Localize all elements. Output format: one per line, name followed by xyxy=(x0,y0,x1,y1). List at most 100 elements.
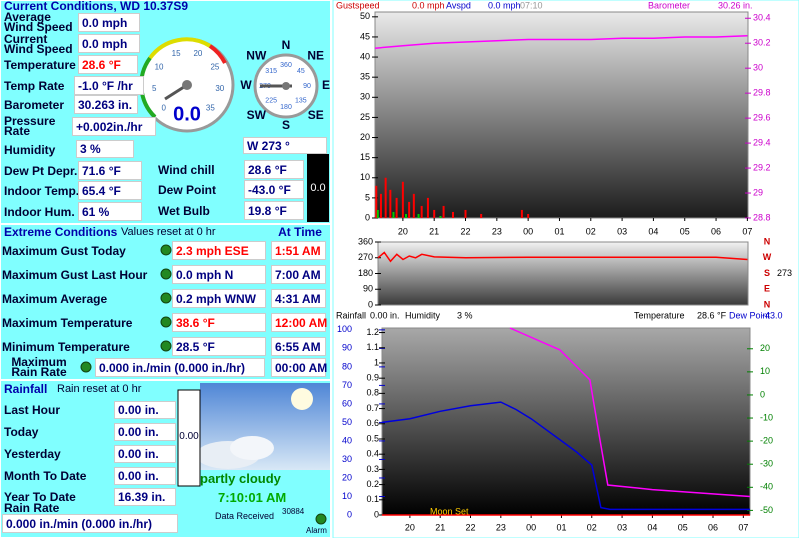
graph-header: 28.6 °F xyxy=(697,310,727,320)
compass-point: SW xyxy=(247,108,267,122)
bar xyxy=(464,209,467,218)
compass-axis-label: N xyxy=(764,236,771,246)
field-value: 19.8 °F xyxy=(244,201,304,220)
y-tick-label: 5 xyxy=(365,192,370,202)
compass-axis-label: E xyxy=(764,284,770,294)
y-tick-label: 20 xyxy=(342,472,352,482)
gauge-tick-label: 35 xyxy=(206,103,215,112)
y-tick-label: 80 xyxy=(342,361,352,371)
x-tick-label: 07 xyxy=(742,226,752,236)
status-dot xyxy=(160,316,172,328)
graph-header: 0.0 mph xyxy=(412,0,445,10)
x-tick-label: 01 xyxy=(556,522,566,532)
field-label: Humidity xyxy=(4,143,56,157)
status-dot xyxy=(80,361,92,373)
x-tick-label: 04 xyxy=(648,226,658,236)
extreme-time: 1:51 AM xyxy=(271,241,326,260)
plot-area xyxy=(374,11,749,219)
y-tick-label: 0.4 xyxy=(366,449,379,459)
graph-header: Temperature xyxy=(634,310,685,320)
rain-label: Today xyxy=(4,425,39,439)
compass-point: E xyxy=(322,78,330,92)
bar xyxy=(439,215,442,218)
data-received: Data Received xyxy=(215,511,275,521)
x-tick-label: 20 xyxy=(405,522,415,532)
x-tick-label: 04 xyxy=(647,522,657,532)
y-tick-label: 40 xyxy=(360,51,370,61)
compass-point: NE xyxy=(307,48,324,62)
bar xyxy=(405,213,408,218)
field-label: Indoor Hum. xyxy=(4,205,75,219)
graph-header: Rainfall xyxy=(336,310,366,320)
y-tick-label: 70 xyxy=(342,380,352,390)
extreme-time: 12:00 AM xyxy=(271,313,327,332)
compass-hub xyxy=(282,82,290,90)
y-tick-label: 0 xyxy=(374,509,379,519)
gauge-tick-label: 5 xyxy=(152,84,157,93)
extreme-time: 00:00 AM xyxy=(271,358,327,377)
gauge-arc xyxy=(208,44,227,64)
series-line xyxy=(377,251,748,263)
extreme-time: 6:55 AM xyxy=(271,337,326,356)
graph-header: 0.00 in. xyxy=(370,310,400,320)
gauge-hub xyxy=(182,80,192,90)
x-tick-label: 00 xyxy=(523,226,533,236)
solar-value: 0.0 xyxy=(310,182,326,194)
field-value: 3 % xyxy=(76,140,134,158)
field-label: Dew Point xyxy=(158,183,217,197)
bar xyxy=(384,177,387,218)
graph-header: 3 % xyxy=(457,310,473,320)
y-tick-label: 360 xyxy=(358,236,373,246)
graph-header: Gustspeed xyxy=(336,0,380,10)
extreme-label: Maximum Rain Rate xyxy=(11,355,67,379)
gauge-tick-label: 20 xyxy=(193,49,202,58)
extreme-value: 38.6 °F xyxy=(172,313,266,332)
gauge-value: 0.0 xyxy=(173,103,201,125)
y-tick-label: 1 xyxy=(374,357,379,367)
field-value: 0.0 mph xyxy=(78,34,140,53)
extreme-value: 0.2 mph WNW xyxy=(172,289,266,308)
field-label: Pressure Rate xyxy=(4,114,56,138)
graph-header: Dew Point xyxy=(729,310,771,320)
y-tick-label: 45 xyxy=(360,31,370,41)
graph-header: -43.0 xyxy=(762,310,783,320)
graph-header: 07:10 xyxy=(520,0,543,10)
compass-point: SE xyxy=(308,108,324,122)
extreme-value: 0.0 mph N xyxy=(172,265,266,284)
compass-scale: 225 xyxy=(265,98,277,105)
y-tick-label: 90 xyxy=(363,284,373,294)
direction-value: 273 xyxy=(777,268,792,278)
x-tick-label: 06 xyxy=(708,522,718,532)
y-tick-label: 60 xyxy=(342,398,352,408)
y-tick-label: -30 xyxy=(760,459,773,469)
bar xyxy=(451,211,454,218)
rain-gauge-value: 0.00 xyxy=(179,431,199,442)
section-title: At Time xyxy=(278,224,322,239)
y-tick-label: 0.2 xyxy=(366,479,379,489)
y-tick-label: 0.9 xyxy=(366,373,379,383)
rain-value: 0.00 in. xyxy=(114,467,176,485)
field-label: Average Wind Speed xyxy=(4,10,73,34)
y-tick-label: 30.2 xyxy=(753,38,771,48)
field-value: +0.002in./hr xyxy=(72,117,156,136)
y-tick-label: -20 xyxy=(760,435,773,445)
y-tick-label: 10 xyxy=(342,491,352,501)
section-title: Rainfall xyxy=(4,381,48,396)
rain-value: 0.00 in. xyxy=(114,401,176,419)
y-tick-label: 50 xyxy=(360,11,370,21)
status-dot xyxy=(160,244,172,256)
x-tick-label: 06 xyxy=(711,226,721,236)
y-tick-label: 30 xyxy=(753,63,763,73)
rain-label: Last Hour xyxy=(4,403,61,417)
clock: 7:10:01 AM xyxy=(218,490,287,505)
plot-area xyxy=(381,327,751,516)
bar xyxy=(433,209,436,218)
y-tick-label: 50 xyxy=(342,417,352,427)
field-value: -1.0 °F /hr xyxy=(74,76,144,95)
bar xyxy=(392,211,395,218)
y-tick-label: 0 xyxy=(368,299,373,309)
y-tick-label: 25 xyxy=(360,112,370,122)
graph-header: Barometer xyxy=(648,0,690,10)
bar xyxy=(401,181,404,218)
